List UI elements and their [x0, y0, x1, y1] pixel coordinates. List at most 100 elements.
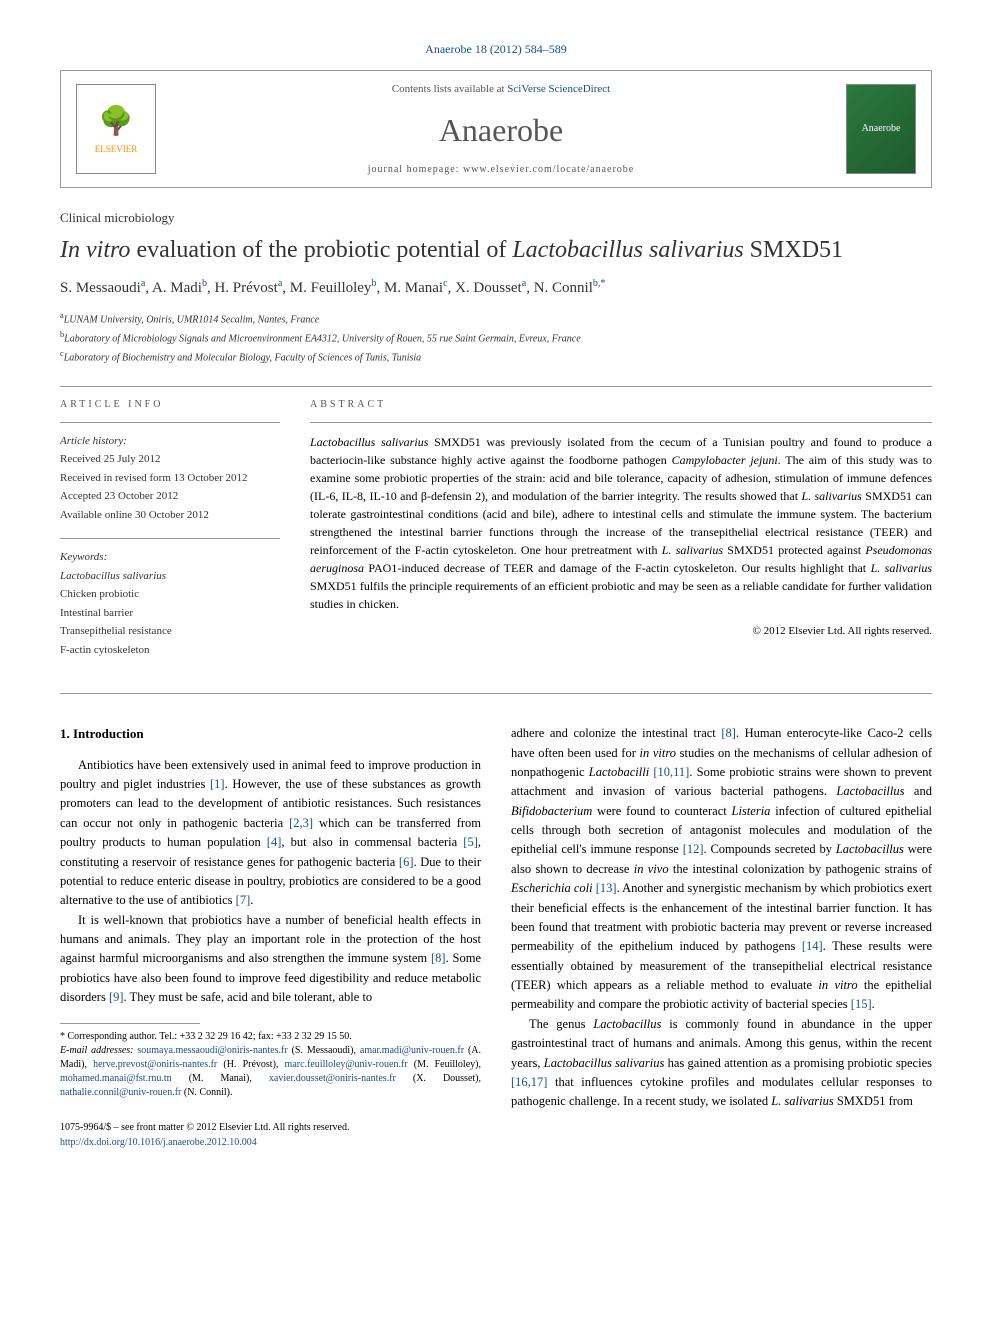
author-1: S. Messaoudi	[60, 280, 141, 296]
revised-date: Received in revised form 13 October 2012	[60, 470, 280, 487]
p1g: .	[250, 893, 253, 907]
abstract-copyright: © 2012 Elsevier Ltd. All rights reserved…	[310, 623, 932, 640]
c2-r14[interactable]: [14]	[802, 939, 823, 953]
kw-4: Transepithelial resistance	[60, 623, 280, 640]
c2-p1j: the intestinal colonization by pathogeni…	[669, 862, 932, 876]
header-center: Contents lists available at SciVerse Sci…	[156, 81, 846, 177]
history-block: Article history: Received 25 July 2012 R…	[60, 433, 280, 524]
c2-p2c: has gained attention as a promising prob…	[664, 1056, 932, 1070]
c2-r13[interactable]: [13]	[596, 881, 617, 895]
authors-list: S. Messaoudia, A. Madib, H. Prévosta, M.…	[60, 276, 932, 300]
en5: (M. Manai),	[172, 1073, 269, 1084]
col2-p2: The genus Lactobacillus is commonly foun…	[511, 1015, 932, 1112]
ref-1[interactable]: [1]	[210, 777, 225, 791]
author-6: , X. Dousset	[448, 280, 522, 296]
received-date: Received 25 July 2012	[60, 451, 280, 468]
left-column: 1. Introduction Antibiotics have been ex…	[60, 724, 481, 1149]
c2-ec: Escherichia coli	[511, 881, 593, 895]
ref-5[interactable]: [5]	[463, 835, 478, 849]
c2-ivv: in vivo	[634, 862, 669, 876]
journal-reference: Anaerobe 18 (2012) 584–589	[60, 40, 932, 58]
c2-p1f: were found to counteract	[592, 804, 731, 818]
c2-ls: Lactobacillus salivarius	[544, 1056, 665, 1070]
abs-t6: SMXD51 fulfils the principle requirement…	[310, 579, 932, 611]
c2-r1011[interactable]: [10,11]	[653, 765, 689, 779]
keywords-block: Keywords: Lactobacillus salivarius Chick…	[60, 549, 280, 658]
sciencedirect-link[interactable]: SciVerse ScienceDirect	[507, 83, 610, 95]
email-4[interactable]: marc.feuilloley@univ-rouen.fr	[285, 1059, 408, 1070]
affiliations: aLUNAM University, Oniris, UMR1014 Secal…	[60, 310, 932, 366]
kw-1: Lactobacillus salivarius	[60, 568, 280, 585]
online-date: Available online 30 October 2012	[60, 507, 280, 524]
divider-bottom	[60, 693, 932, 694]
author-3: , H. Prévost	[207, 280, 278, 296]
issn-line: 1075-9964/$ – see front matter © 2012 El…	[60, 1120, 481, 1135]
title-text-1: evaluation of the probiotic potential of	[130, 237, 512, 263]
abstract-col: ABSTRACT Lactobacillus salivarius SMXD51…	[310, 397, 932, 674]
author-7: , N. Connil	[526, 280, 593, 296]
aff-c-text: Laboratory of Biochemistry and Molecular…	[64, 353, 421, 364]
c2-lb: Lactobacilli	[589, 765, 649, 779]
c2-r8[interactable]: [8]	[721, 726, 736, 740]
article-info-heading: ARTICLE INFO	[60, 397, 280, 412]
ref-7[interactable]: [7]	[236, 893, 251, 907]
affiliation-a: aLUNAM University, Oniris, UMR1014 Secal…	[60, 310, 932, 327]
abs-t5: PAO1-induced decrease of TEER and damage…	[364, 561, 871, 575]
en7: (N. Connil).	[181, 1087, 232, 1098]
c2-bif: Bifidobacterium	[511, 804, 592, 818]
c2-p1n: .	[872, 997, 875, 1011]
affiliation-b: bLaboratory of Microbiology Signals and …	[60, 329, 932, 346]
en6: (X. Dousset),	[396, 1073, 481, 1084]
journal-cover-thumb: Anaerobe	[846, 84, 916, 174]
email-3[interactable]: herve.prevost@oniris-nantes.fr	[93, 1059, 217, 1070]
title-italic-1: In vitro	[60, 237, 130, 263]
email-block: E-mail addresses: soumaya.messaoudi@onir…	[60, 1044, 481, 1100]
c2-r15[interactable]: [15]	[851, 997, 872, 1011]
bottom-meta: 1075-9964/$ – see front matter © 2012 El…	[60, 1120, 481, 1150]
abs-ls3: L. salivarius	[871, 561, 932, 575]
ref-4[interactable]: [4]	[267, 835, 282, 849]
ref-8[interactable]: [8]	[431, 951, 446, 965]
ref-9[interactable]: [9]	[109, 990, 124, 1004]
abstract-divider	[310, 422, 932, 423]
info-divider-2	[60, 538, 280, 539]
affiliation-c: cLaboratory of Biochemistry and Molecula…	[60, 348, 932, 365]
c2-p1e: and	[904, 784, 932, 798]
title-text-2: SMXD51	[744, 237, 843, 263]
keywords-label: Keywords:	[60, 549, 280, 566]
email-1[interactable]: soumaya.messaoudi@oniris-nantes.fr	[137, 1045, 287, 1056]
c2-ls2: L. salivarius	[771, 1094, 834, 1108]
author-5: , M. Manai	[376, 280, 443, 296]
publisher-name: ELSEVIER	[95, 143, 138, 157]
info-divider-1	[60, 422, 280, 423]
article-title: In vitro evaluation of the probiotic pot…	[60, 235, 932, 266]
divider-top	[60, 386, 932, 387]
author-4: , M. Feuilloley	[282, 280, 371, 296]
email-5[interactable]: mohamed.manai@fst.rnu.tn	[60, 1073, 172, 1084]
en1: (S. Messaoudi),	[288, 1045, 360, 1056]
p2c: . They must be safe, acid and bile toler…	[124, 990, 373, 1004]
abs-ls1: L. salivarius	[801, 489, 861, 503]
c2-r1617[interactable]: [16,17]	[511, 1075, 547, 1089]
email-7[interactable]: nathalie.connil@univ-rouen.fr	[60, 1087, 181, 1098]
contents-line: Contents lists available at SciVerse Sci…	[156, 81, 846, 98]
title-italic-2: Lactobacillus salivarius	[512, 237, 743, 263]
ref-23[interactable]: [2,3]	[289, 816, 313, 830]
en3: (H. Prévost),	[217, 1059, 284, 1070]
email-2[interactable]: amar.madi@univ-rouen.fr	[360, 1045, 464, 1056]
c2-iv2: in vitro	[818, 978, 857, 992]
c2-r12[interactable]: [12]	[683, 842, 704, 856]
kw-5: F-actin cytoskeleton	[60, 642, 280, 659]
abstract-heading: ABSTRACT	[310, 397, 932, 412]
doi-link[interactable]: http://dx.doi.org/10.1016/j.anaerobe.201…	[60, 1137, 257, 1148]
homepage-url: www.elsevier.com/locate/anaerobe	[463, 164, 634, 175]
abs-t4: SMXD51 protected against	[723, 543, 865, 557]
c2-lac2: Lactobacillus	[836, 842, 904, 856]
c2-p1h: . Compounds secreted by	[704, 842, 836, 856]
ref-6[interactable]: [6]	[399, 855, 414, 869]
c2-iv: in vitro	[639, 746, 676, 760]
email-6[interactable]: xavier.dousset@oniris-nantes.fr	[269, 1073, 396, 1084]
author-2: , A. Madi	[145, 280, 202, 296]
abstract-text: Lactobacillus salivarius SMXD51 was prev…	[310, 433, 932, 613]
kw-3: Intestinal barrier	[60, 605, 280, 622]
